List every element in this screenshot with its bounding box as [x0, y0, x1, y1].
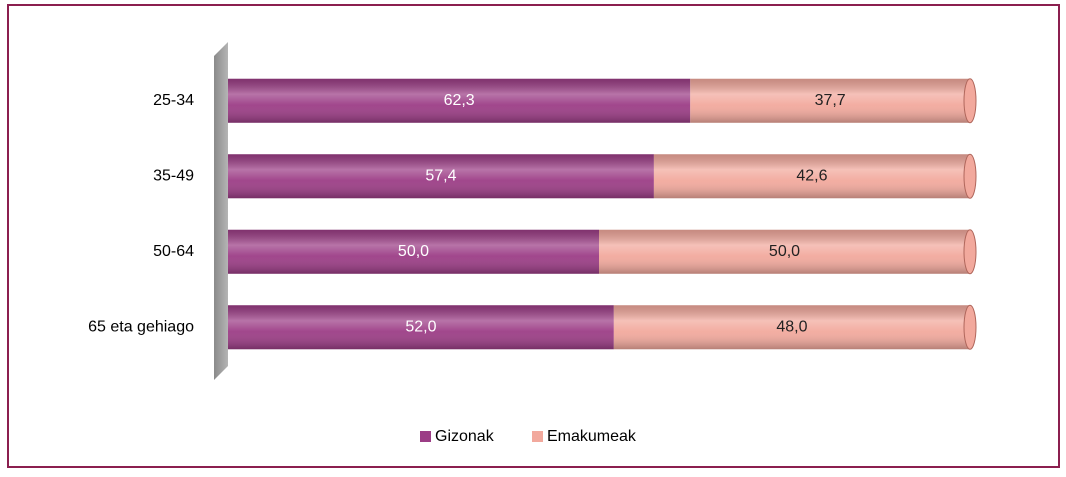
bar-shine	[228, 154, 654, 199]
data-label: 42,6	[796, 167, 827, 184]
data-label: 48,0	[776, 318, 807, 335]
y-tick-label: 50-64	[153, 243, 194, 260]
y-tick-label: 25-34	[153, 92, 194, 109]
bar-cap	[963, 153, 977, 199]
bar-shine	[613, 305, 970, 350]
data-label: 52,0	[405, 318, 436, 335]
data-label: 62,3	[444, 92, 475, 109]
bar-shine	[690, 78, 970, 123]
legend-label: Emakumeak	[547, 428, 637, 445]
y-tick-label: 65 eta gehiago	[88, 318, 194, 335]
y-tick-label: 35-49	[153, 167, 194, 184]
bar-cap	[963, 304, 977, 350]
data-label: 50,0	[769, 243, 800, 260]
data-label: 57,4	[425, 167, 456, 184]
bar-shine	[653, 154, 970, 199]
legend-swatch	[532, 431, 543, 442]
bar-cap	[963, 229, 977, 275]
legend-swatch	[420, 431, 431, 442]
data-label: 50,0	[398, 243, 429, 260]
data-label: 37,7	[815, 92, 846, 109]
legend-label: Gizonak	[435, 428, 495, 445]
bar-shine	[228, 78, 691, 123]
bar-shine	[599, 229, 970, 274]
wall	[214, 42, 228, 380]
bar-shine	[228, 305, 614, 350]
bar-shine	[228, 229, 599, 274]
bar-cap	[963, 78, 977, 124]
